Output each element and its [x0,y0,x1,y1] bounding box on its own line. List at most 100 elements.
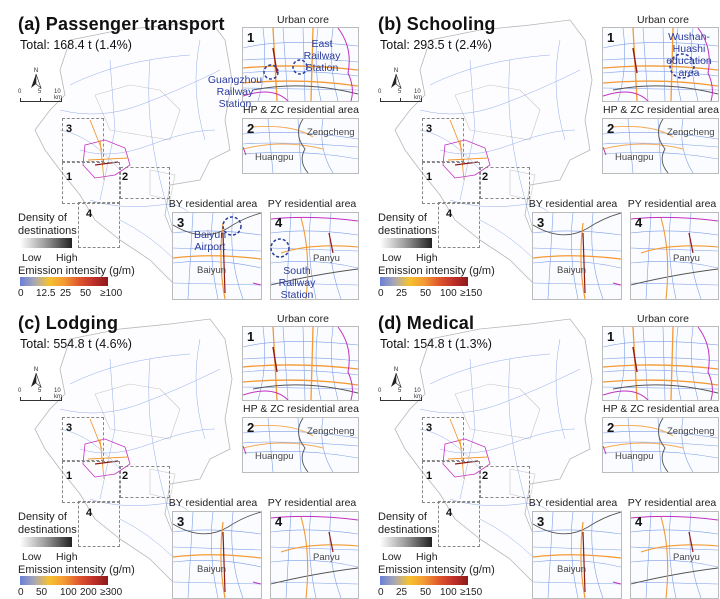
inset-title-by: BY residential area [168,497,258,509]
inset-py[interactable]: 4 Panyu [630,511,719,599]
map-panel-d: 3 1 2 4 (d) Medical Total: 154.8 t (1.3%… [360,299,720,599]
emission-tick: 50 [420,288,432,299]
inset-number: 4 [275,215,283,230]
density-low-label: Low [382,252,402,264]
region-box-1[interactable] [422,162,480,204]
inset-title-urban-core: Urban core [277,313,329,325]
region-box-3[interactable] [62,118,104,162]
inset-urban-core[interactable]: 1 [242,326,359,401]
main-map [34,318,233,595]
inset-title-by: BY residential area [528,198,618,210]
emission-tick: 25 [60,288,72,299]
emission-tick: ≥150 [460,288,483,299]
region-box-2[interactable] [120,167,170,199]
density-low-label: Low [382,551,402,563]
region-box-3-label: 3 [66,422,73,434]
panel-title: (d) Medical [378,313,475,333]
panel-title: (a) Passenger transport [18,14,225,34]
emission-tick: 0 [378,587,384,598]
emission-legend-title: Emission intensity (g/m) [378,265,495,277]
emission-tick: 12.5 [36,288,56,299]
emission-legend-title: Emission intensity (g/m) [18,564,135,576]
emission-tick: 100 [440,587,457,598]
inset-py[interactable]: 4 Panyu [270,511,359,599]
inset-urban-core[interactable]: 1 [602,326,719,401]
region-box-4-label: 4 [446,208,453,220]
inset-title-by: BY residential area [168,198,258,210]
region-box-4[interactable] [438,501,480,547]
region-box-4[interactable] [78,501,120,547]
emission-tick: 100 [60,587,77,598]
inset-by[interactable]: 3 Baiyun [532,511,622,599]
density-legend-title: Density of destinations [18,511,77,536]
inset-hp-zc[interactable]: 2 Zengcheng Huangpu [242,417,359,473]
inset-title-py: PY residential area [267,198,357,210]
density-legend-title: Density of destinations [18,212,77,237]
north-arrow-icon: N [391,367,402,388]
inset-py[interactable]: 4 Panyu South Railway Station [270,212,359,300]
inset-number: 2 [607,420,615,435]
inset-title-py: PY residential area [267,497,357,509]
region-box-2[interactable] [480,167,530,199]
inset-title-hp-zc: HP & ZC residential area [243,104,359,116]
density-low-label: Low [22,551,42,563]
emission-tick: ≥100 [100,288,123,299]
inset-urban-core[interactable]: 1 [602,27,719,102]
place-label: Huangpu [615,152,654,163]
region-box-1-label: 1 [66,171,73,183]
density-colorbar [380,537,432,547]
region-box-2[interactable] [120,466,170,498]
panel-title: (c) Lodging [18,313,119,333]
inset-by[interactable]: 3 Baiyun Baiyun Airport [172,212,262,300]
panel-total: Total: 154.8 t (1.3%) [380,337,492,351]
region-box-3[interactable] [422,417,464,461]
place-label: Zengcheng [667,127,715,138]
north-arrow-icon: N [391,68,402,89]
emission-colorbar [20,277,108,286]
place-label: Baiyun [557,564,587,575]
north-arrow-icon: N [31,68,42,89]
inset-py[interactable]: 4 Panyu [630,212,719,300]
inset-title-py: PY residential area [627,198,717,210]
inset-hp-zc[interactable]: 2 Zengcheng Huangpu [242,118,359,174]
region-box-1[interactable] [62,162,120,204]
density-high-label: High [56,551,78,563]
inset-title-hp-zc: HP & ZC residential area [243,403,359,415]
region-box-4[interactable] [438,202,480,248]
panel-total: Total: 168.4 t (1.4%) [20,38,132,52]
region-box-3[interactable] [62,417,104,461]
inset-number: 1 [607,30,615,45]
main-map [394,19,593,296]
density-legend-title: Density of destinations [378,511,437,536]
inset-title-by: BY residential area [528,497,618,509]
region-box-1-label: 1 [426,171,433,183]
region-box-4-label: 4 [446,507,453,519]
region-box-3[interactable] [422,118,464,162]
region-box-1[interactable] [422,461,480,503]
region-box-1[interactable] [62,461,120,503]
panel-total: Total: 554.8 t (4.6%) [20,337,132,351]
density-colorbar [380,238,432,248]
density-legend-title: Density of destinations [378,212,437,237]
region-box-4[interactable] [78,202,120,248]
inset-by[interactable]: 3 Baiyun [172,511,262,599]
inset-number: 4 [635,215,643,230]
svg-text:N: N [34,68,38,74]
svg-text:N: N [34,367,38,373]
region-box-4-label: 4 [86,507,93,519]
inset-number: 3 [537,215,545,230]
inset-number: 2 [247,420,255,435]
place-label: Baiyun [197,265,227,276]
place-label: Huangpu [615,451,654,462]
emission-tick: 25 [396,288,408,299]
region-box-2-label: 2 [482,470,489,482]
region-box-2[interactable] [480,466,530,498]
region-box-1-label: 1 [426,470,433,482]
inset-hp-zc[interactable]: 2 Zengcheng Huangpu [602,118,719,174]
place-label: Baiyun [557,265,587,276]
region-box-1-label: 1 [66,470,73,482]
emission-ticks: 0 25 50 100 ≥150 [378,587,482,599]
inset-by[interactable]: 3 Baiyun [532,212,622,300]
emission-legend-title: Emission intensity (g/m) [378,564,495,576]
inset-hp-zc[interactable]: 2 Zengcheng Huangpu [602,417,719,473]
